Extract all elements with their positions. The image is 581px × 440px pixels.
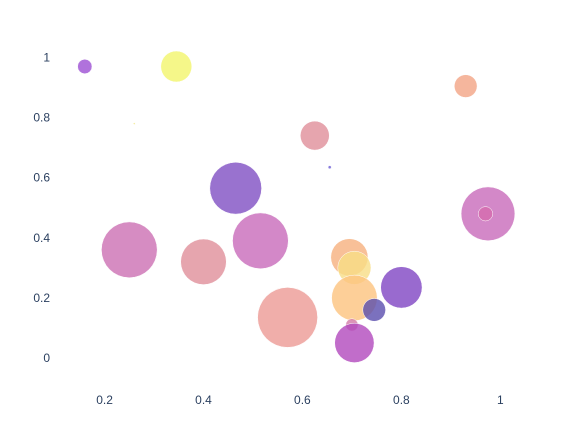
plot-area: [77, 50, 516, 363]
y-tick-label: 0.2: [33, 291, 50, 305]
bubble-point[interactable]: [160, 50, 193, 83]
y-axis-ticks: 0 0.2 0.4 0.6 0.8 1: [33, 51, 50, 366]
x-tick-label: 0.2: [96, 393, 113, 407]
bubble-point[interactable]: [454, 74, 478, 98]
bubble-point[interactable]: [133, 122, 136, 125]
y-tick-label: 0.6: [33, 171, 50, 185]
y-tick-label: 0.4: [33, 231, 50, 245]
bubble-point[interactable]: [380, 266, 423, 309]
x-tick-label: 0.4: [195, 393, 212, 407]
bubble-point[interactable]: [257, 287, 318, 348]
x-tick-label: 1: [497, 393, 504, 407]
y-tick-label: 0.8: [33, 111, 50, 125]
x-axis-ticks: 0.2 0.4 0.6 0.8 1: [96, 393, 504, 407]
y-tick-label: 0: [43, 351, 50, 365]
bubble-point[interactable]: [209, 162, 262, 215]
bubble-point[interactable]: [300, 120, 330, 151]
bubble-point[interactable]: [101, 221, 158, 278]
bubble-point[interactable]: [232, 212, 289, 269]
x-tick-label: 0.8: [393, 393, 410, 407]
bubble-point[interactable]: [478, 206, 493, 222]
x-tick-label: 0.6: [294, 393, 311, 407]
bubble-point[interactable]: [327, 165, 332, 170]
bubble-point[interactable]: [362, 298, 386, 322]
bubble-point[interactable]: [180, 238, 227, 285]
bubble-point[interactable]: [334, 322, 375, 363]
bubble-point[interactable]: [77, 59, 93, 74]
y-tick-label: 1: [43, 51, 50, 65]
